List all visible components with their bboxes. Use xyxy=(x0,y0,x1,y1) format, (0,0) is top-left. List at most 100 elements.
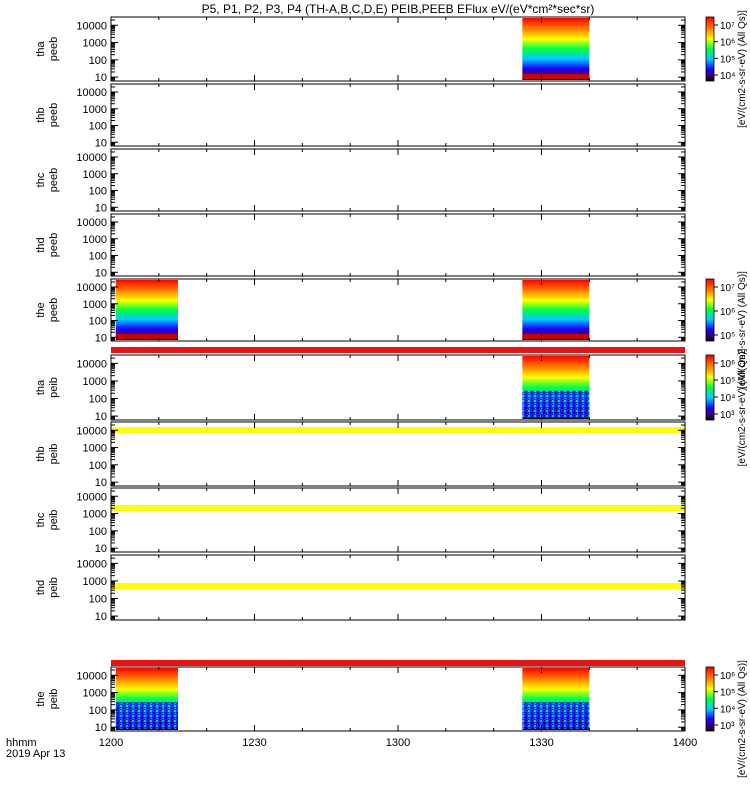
panel-thd-peib: 10 100 1000 10000 thd peib xyxy=(35,554,686,623)
y-tick-label: 10000 xyxy=(76,217,107,229)
spectrogram-low-energy-band xyxy=(115,334,178,339)
y-tick-label: 100 xyxy=(89,186,107,198)
x-tick-label: 1400 xyxy=(673,737,697,749)
y-tick-label: 1000 xyxy=(83,169,107,181)
colorbar: 10⁶ 10⁵ 10⁴ 10³ [eV/(cm2-s-sr-eV) (All Qs)] xyxy=(705,660,748,778)
colorbar-label: [eV/(cm2-s-sr-eV) (All Qs)] xyxy=(737,271,748,389)
y-tick-label: 1000 xyxy=(83,299,107,311)
panel-product-label: peib xyxy=(48,444,60,465)
panel-tha-peib: 10 100 1000 10000 tha peib xyxy=(35,354,686,423)
panel-probe-label: the xyxy=(35,691,47,706)
colorbar-tick-label: 10⁶ xyxy=(720,38,735,49)
panel-probe-label: thc xyxy=(35,512,47,527)
colorbar: 10⁷ 10⁶ 10⁵ 10⁴ [eV/(cm2-s-sr-eV) (All Qs)] xyxy=(705,10,748,128)
spectrogram-low-energy-noise xyxy=(522,702,590,730)
y-tick-label: 10000 xyxy=(76,152,107,164)
y-tick-label: 10 xyxy=(95,543,107,555)
spectrogram-low-energy-band xyxy=(522,334,590,339)
y-tick-label: 10 xyxy=(95,267,107,279)
colorbar-tick-label: 10⁶ xyxy=(720,307,735,318)
panel-frame xyxy=(110,148,686,212)
colorbar-gradient xyxy=(705,666,715,732)
colorbar-gradient xyxy=(705,16,715,82)
y-tick-label: 100 xyxy=(89,55,107,67)
colorbar-label: [eV/(cm2-s-sr-eV) (All Qs)] xyxy=(737,10,748,128)
panel-probe-label: thc xyxy=(35,172,47,187)
y-tick-label: 100 xyxy=(89,460,107,472)
y-tick-label: 100 xyxy=(89,705,107,717)
colorbar-tick-label: 10³ xyxy=(720,410,735,421)
x-tick-label: 1230 xyxy=(242,737,266,749)
panel-tha-peeb: 10 100 1000 10000 tha peeb xyxy=(35,16,686,84)
y-tick-label: 10 xyxy=(95,611,107,623)
panel-product-label: peeb xyxy=(48,168,60,192)
panel-probe-label: the xyxy=(35,302,47,317)
panel-product-label: peib xyxy=(48,577,60,598)
y-tick-label: 1000 xyxy=(83,38,107,50)
panel-thc-peib: 10 100 1000 10000 thc peib xyxy=(35,487,686,555)
panel-probe-label: thd xyxy=(35,580,47,595)
colorbar-tick-label: 10⁷ xyxy=(720,283,735,294)
y-tick-label: 100 xyxy=(89,394,107,406)
y-tick-label: 1000 xyxy=(83,234,107,246)
colorbar-label: [eV/(cm2-s-sr-eV) (All Qs)] xyxy=(737,348,748,466)
colorbar-gradient xyxy=(705,278,715,342)
y-tick-label: 10000 xyxy=(76,558,107,570)
colorbar-tick-label: 10⁶ xyxy=(720,671,735,682)
y-tick-label: 1000 xyxy=(83,509,107,521)
figure-title: P5, P1, P2, P3, P4 (TH-A,B,C,D,E) PEIB,P… xyxy=(202,2,595,16)
y-tick-label: 10000 xyxy=(76,20,107,32)
x-tick-label: 1200 xyxy=(99,737,123,749)
colorbar-tick-label: 10⁵ xyxy=(720,331,735,342)
colorbar: 10⁶ 10⁵ 10⁴ 10³ [eV/(cm2-s-sr-eV) (All Qs)] xyxy=(705,348,748,466)
panel-probe-label: tha xyxy=(35,40,47,56)
colorbar-tick-label: 10⁵ xyxy=(720,688,735,699)
y-tick-label: 10 xyxy=(95,477,107,489)
y-tick-label: 10000 xyxy=(76,670,107,682)
panel-thd-peeb: 10 100 1000 10000 thd peeb xyxy=(35,213,686,279)
panel-frame xyxy=(110,16,686,82)
y-tick-label: 100 xyxy=(89,121,107,133)
y-tick-label: 1000 xyxy=(83,443,107,455)
y-tick-label: 10 xyxy=(95,202,107,214)
flag-bar-yellow xyxy=(111,583,685,589)
panel-product-label: peib xyxy=(48,377,60,398)
panel-probe-label: thb xyxy=(35,446,47,461)
x-axis-row2-label: 2019 Apr 13 xyxy=(6,748,65,760)
colorbar-tick-label: 10⁶ xyxy=(720,359,735,370)
spectrogram-low-energy-band xyxy=(522,74,590,79)
x-axis-row1-label: hhmm xyxy=(6,737,37,749)
panel-probe-label: thd xyxy=(35,237,47,252)
panel-product-label: peeb xyxy=(48,37,60,61)
y-tick-label: 10000 xyxy=(76,425,107,437)
colorbar-tick-label: 10⁴ xyxy=(720,71,735,82)
spectrogram-low-energy-noise xyxy=(115,702,178,730)
spectrogram-low-energy-noise xyxy=(522,390,590,419)
y-tick-label: 10000 xyxy=(76,358,107,370)
y-tick-label: 10 xyxy=(95,72,107,84)
y-tick-label: 10000 xyxy=(76,491,107,503)
y-tick-label: 10 xyxy=(95,722,107,734)
y-tick-label: 10000 xyxy=(76,282,107,294)
y-tick-label: 10000 xyxy=(76,87,107,99)
panel-probe-label: thb xyxy=(35,107,47,122)
y-tick-label: 10 xyxy=(95,137,107,149)
panel-product-label: peib xyxy=(48,510,60,531)
panel-product-label: peeb xyxy=(48,233,60,257)
panel-the-peib: 10 100 1000 10000 the peib xyxy=(35,666,686,734)
panel-product-label: peeb xyxy=(48,298,60,322)
flag-bar-yellow xyxy=(111,505,685,511)
panel-product-label: peeb xyxy=(48,103,60,127)
panel-thb-peib: 10 100 1000 10000 thb peib xyxy=(35,421,686,489)
colorbar-tick-label: 10³ xyxy=(720,721,735,732)
panel-thb-peeb: 10 100 1000 10000 thb peeb xyxy=(35,83,686,149)
y-tick-label: 1000 xyxy=(83,376,107,388)
colorbar-tick-label: 10⁴ xyxy=(720,704,735,715)
y-tick-label: 10 xyxy=(95,411,107,423)
colorbar-gradient xyxy=(705,354,715,421)
flag-bar-yellow xyxy=(111,427,685,433)
y-tick-label: 100 xyxy=(89,316,107,328)
panel-frame xyxy=(110,278,686,342)
y-tick-label: 1000 xyxy=(83,688,107,700)
panel-frame xyxy=(110,213,686,277)
